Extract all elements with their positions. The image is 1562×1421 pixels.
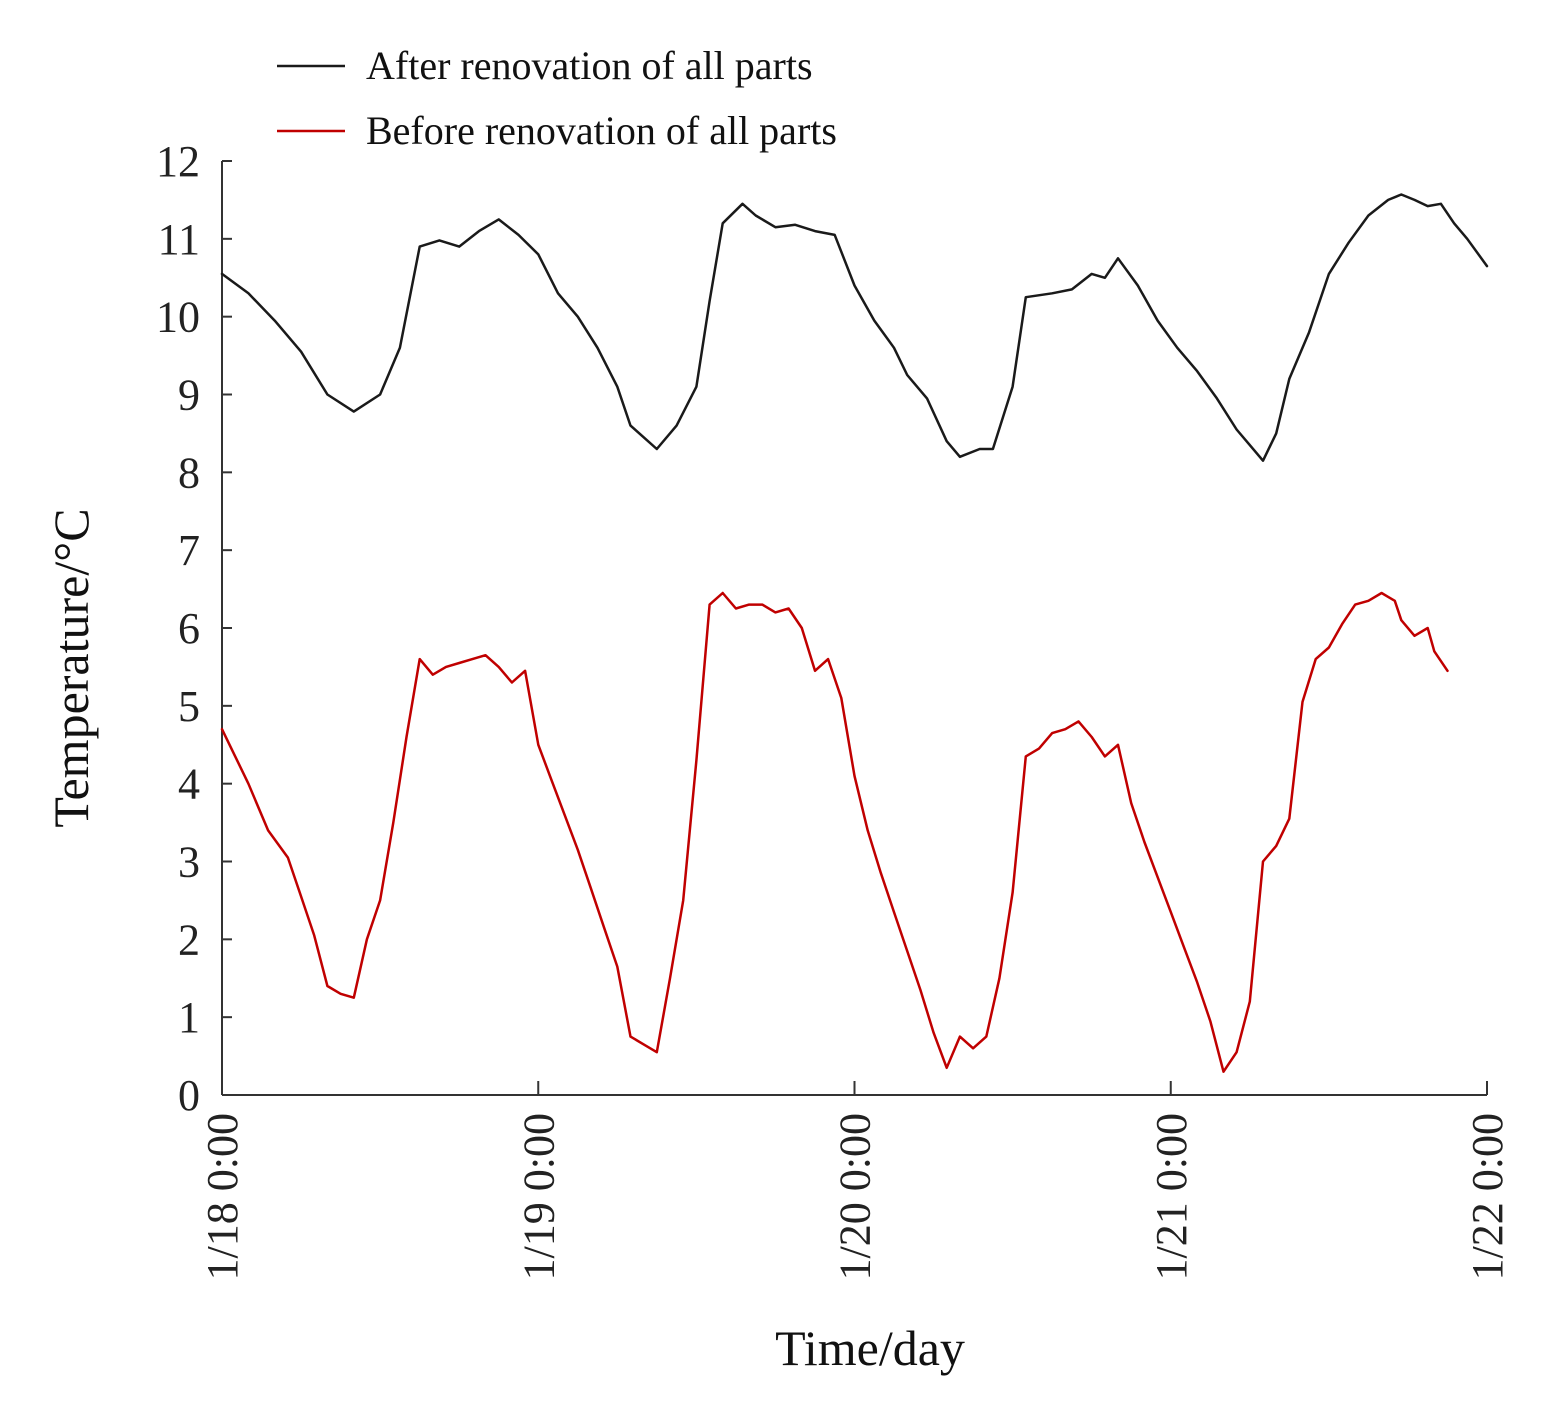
series-line-after (220, 193, 1489, 462)
y-tick-label: 0 (178, 1071, 200, 1120)
y-tick-label: 12 (156, 137, 200, 186)
x-axis-title: Time/day (775, 1320, 965, 1376)
x-tick-label: 1/18 0:00 (198, 1113, 247, 1280)
legend: After renovation of all parts Before ren… (277, 43, 837, 153)
y-tick-label: 2 (178, 915, 200, 964)
series-line-before (220, 591, 1449, 1073)
y-tick-label: 6 (178, 604, 200, 653)
y-tick-label: 5 (178, 682, 200, 731)
y-axis-title: Temperature/°C (43, 508, 99, 827)
legend-label-before: Before renovation of all parts (366, 108, 837, 153)
x-tick-label: 1/22 0:00 (1463, 1113, 1512, 1280)
y-tick-label: 3 (178, 838, 200, 887)
y-tick-label: 8 (178, 448, 200, 497)
x-tick-label: 1/19 0:00 (514, 1113, 563, 1280)
x-tick-label: 1/21 0:00 (1147, 1113, 1196, 1280)
y-tick-label: 11 (158, 215, 200, 264)
x-tick-label: 1/20 0:00 (831, 1113, 880, 1280)
y-tick-label: 10 (156, 293, 200, 342)
y-tick-label: 9 (178, 371, 200, 420)
y-tick-label: 1 (178, 993, 200, 1042)
series-layer (220, 193, 1489, 1073)
y-tick-label: 7 (178, 526, 200, 575)
y-tick-label: 4 (178, 760, 200, 809)
legend-label-after: After renovation of all parts (366, 43, 813, 88)
